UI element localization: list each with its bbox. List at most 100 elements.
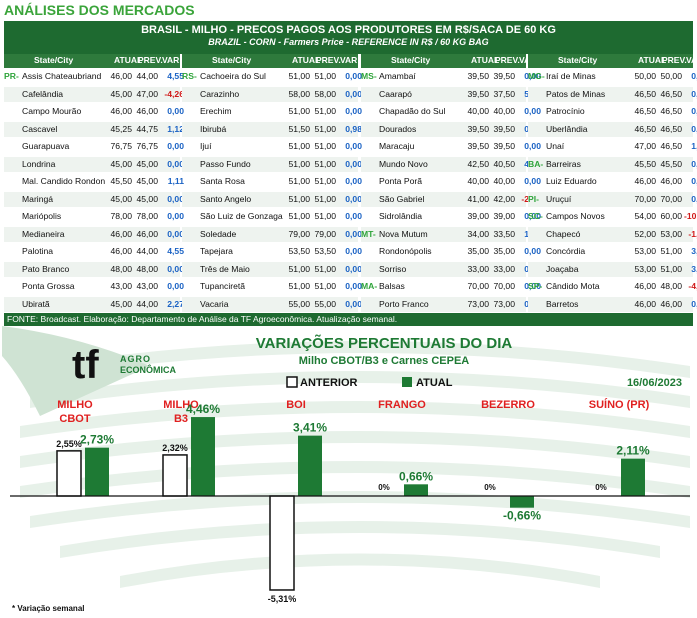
table-header: BRASIL - MILHO - PRECOS PAGOS AOS PRODUT… xyxy=(4,21,693,54)
price-current: 40,00 xyxy=(467,106,489,116)
price-current: 53,00 xyxy=(634,246,656,256)
price-current: 43,00 xyxy=(110,281,132,291)
price-variation: 0,00 xyxy=(691,106,697,116)
price-current: 54,00 xyxy=(634,211,656,221)
table-block: State/City ATUAL PREV. VAR % RS- Cachoeira do… xyxy=(182,54,367,313)
price-variation: 0,00 xyxy=(524,106,541,116)
price-variation: 0,00 xyxy=(345,228,362,239)
table-row: BA-Barreiras 45,50 45,50 0,00 xyxy=(528,156,697,172)
city-name: Barreiras xyxy=(546,158,581,169)
price-current: 46,00 xyxy=(634,176,656,186)
price-current: 39,50 xyxy=(467,71,489,81)
price-variation: 0,00 xyxy=(691,71,697,81)
city-name: Ubiratã xyxy=(22,298,50,309)
price-previous: 43,00 xyxy=(136,281,158,291)
city-name: Sidrolândia xyxy=(379,211,422,221)
price-current: 52,00 xyxy=(634,228,656,239)
price-variation: 0,00 xyxy=(345,263,362,274)
price-current: 46,00 xyxy=(110,228,132,239)
price-previous: 51,00 xyxy=(660,246,682,256)
price-previous: 51,00 xyxy=(314,106,336,116)
chart-marks: MILHO CBOT MILHO B3 BOI FRANGO BEZERRO SUÍNO (P… xyxy=(10,398,690,604)
table-row: Uberlândia 46,50 46,50 0,00 xyxy=(528,121,697,137)
logo-line1: AGRO xyxy=(120,354,151,364)
bar-atual xyxy=(510,496,534,508)
price-current: 46,00 xyxy=(634,298,656,309)
price-table: State/City ATUAL PREV. VAR % PR- Assis Chatea… xyxy=(4,54,697,313)
city-name: Uberlândia xyxy=(546,123,588,134)
city-name: Mundo Novo xyxy=(379,158,428,169)
chart-title: VARIAÇÕES PERCENTUAIS DO DIA xyxy=(256,334,513,352)
table-row: Barretos 46,00 46,00 0,00 xyxy=(528,296,697,312)
column-header: VAR % xyxy=(686,55,697,65)
city-name: Tupanciretã xyxy=(200,281,246,291)
price-variation: 0,00 xyxy=(345,88,362,99)
price-previous: 39,50 xyxy=(493,71,515,81)
data-label-anterior: 2,32% xyxy=(162,443,188,453)
price-previous: 51,00 xyxy=(314,211,336,221)
price-previous: 48,00 xyxy=(136,263,158,274)
table-row: Palotina 46,00 44,00 4,55 xyxy=(4,244,184,259)
price-current: 39,50 xyxy=(467,123,489,134)
price-previous: 45,50 xyxy=(660,158,682,169)
chart-date: 16/06/2023 xyxy=(627,377,682,389)
bar-anterior xyxy=(162,454,188,497)
city-name: Três de Maio xyxy=(200,263,250,274)
chart-subtitle: Milho CBOT/B3 e Carnes CEPEA xyxy=(299,355,470,367)
price-variation: 0,00 xyxy=(524,281,541,291)
price-variation: 0,00 xyxy=(167,106,184,116)
price-previous: 45,00 xyxy=(136,176,158,186)
column-header: ATUAL xyxy=(471,55,500,65)
price-variation: 0,00 xyxy=(167,158,184,169)
price-previous: 79,00 xyxy=(314,228,336,239)
price-previous: 46,00 xyxy=(136,106,158,116)
legend-anterior-label: ANTERIOR xyxy=(300,377,358,389)
price-variation: -4,26 xyxy=(164,88,184,99)
city-name: Campos Novos xyxy=(546,211,605,221)
price-variation: 0,00 xyxy=(691,298,697,309)
price-previous: 39,50 xyxy=(493,123,515,134)
table-row: Tapejara 53,50 53,50 0,00 xyxy=(182,244,362,259)
price-variation: 0,00 xyxy=(167,193,184,204)
table-row: PR- Assis Chateaubriand 46,00 44,00 4,55 xyxy=(4,69,184,84)
price-current: 46,50 xyxy=(634,88,656,99)
table-row: Mariópolis 78,00 78,00 0,00 xyxy=(4,209,184,224)
price-previous: 51,00 xyxy=(660,263,682,274)
table-row: MG-Iraí de Minas 50,00 50,00 0,00 xyxy=(528,69,697,84)
price-current: 46,50 xyxy=(634,106,656,116)
category-label: CBOT xyxy=(59,413,90,425)
price-previous: 45,00 xyxy=(136,193,158,204)
price-current: 50,00 xyxy=(634,71,656,81)
price-current: 79,00 xyxy=(288,228,310,239)
category-label: B3 xyxy=(174,413,188,425)
price-current: 48,00 xyxy=(110,263,132,274)
price-current: 53,50 xyxy=(288,246,310,256)
table-row: Londrina 45,00 45,00 0,00 xyxy=(4,156,184,172)
price-current: 39,50 xyxy=(467,141,489,151)
city-name: Patrocínio xyxy=(546,106,585,116)
city-name: Caarapó xyxy=(379,88,412,99)
price-current: 45,50 xyxy=(634,158,656,169)
price-variation: 0,00 xyxy=(345,193,362,204)
data-label-atual: 3,41% xyxy=(293,421,327,435)
price-variation: 4,55 xyxy=(167,71,184,81)
bar-anterior xyxy=(269,495,295,591)
price-variation: 0,00 xyxy=(345,211,362,221)
price-current: 51,00 xyxy=(288,193,310,204)
price-variation: 0,00 xyxy=(167,281,184,291)
state-code: PR- xyxy=(4,71,19,81)
data-label-atual: 2,73% xyxy=(80,433,114,447)
price-previous: 51,00 xyxy=(314,193,336,204)
table-row: Patrocínio 46,50 46,50 0,00 xyxy=(528,104,697,119)
column-header: PREV. xyxy=(138,55,163,65)
bar-atual xyxy=(191,417,215,496)
price-variation: -10,00 xyxy=(684,211,697,221)
city-name: São Luiz de Gonzaga xyxy=(200,211,283,221)
price-previous: 70,00 xyxy=(660,193,682,204)
price-previous: 44,00 xyxy=(136,246,158,256)
table-row: Concórdia 53,00 51,00 3,92 xyxy=(528,244,697,259)
